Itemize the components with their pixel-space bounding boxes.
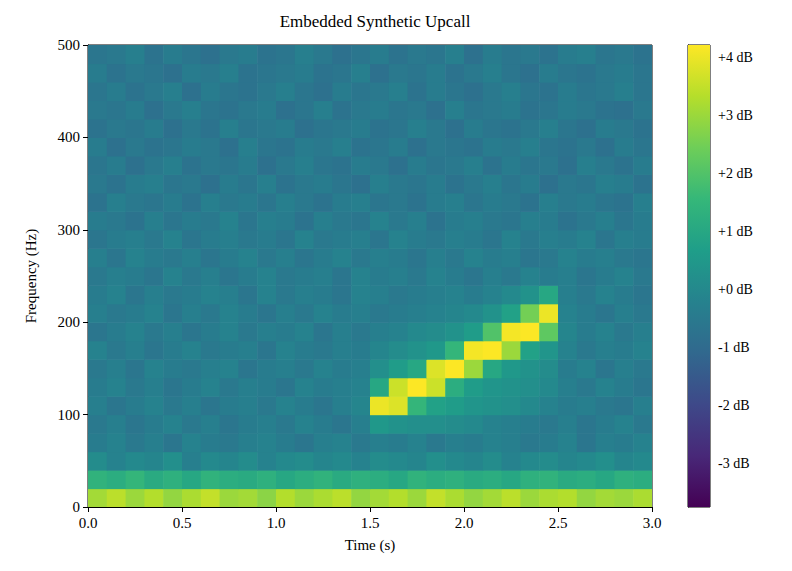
svg-text:+4 dB: +4 dB (718, 50, 753, 65)
svg-text:+3 dB: +3 dB (718, 108, 753, 123)
svg-text:+1 dB: +1 dB (718, 224, 753, 239)
svg-text:+2 dB: +2 dB (718, 166, 753, 181)
svg-text:-3 dB: -3 dB (718, 456, 750, 471)
svg-text:1.5: 1.5 (361, 515, 380, 531)
svg-text:Time (s): Time (s) (345, 537, 396, 554)
svg-text:100: 100 (58, 407, 81, 423)
svg-text:400: 400 (58, 129, 81, 145)
svg-text:500: 500 (58, 37, 81, 53)
svg-text:Embedded Synthetic Upcall: Embedded Synthetic Upcall (280, 12, 471, 31)
svg-text:Frequency (Hz): Frequency (Hz) (23, 229, 40, 324)
svg-text:1.0: 1.0 (267, 515, 286, 531)
svg-text:0.0: 0.0 (79, 515, 98, 531)
svg-text:3.0: 3.0 (643, 515, 662, 531)
svg-text:2.5: 2.5 (549, 515, 568, 531)
svg-text:300: 300 (58, 222, 81, 238)
svg-text:200: 200 (58, 314, 81, 330)
svg-text:-2 dB: -2 dB (718, 398, 750, 413)
svg-text:0: 0 (73, 499, 81, 515)
svg-text:2.0: 2.0 (455, 515, 474, 531)
svg-text:0.5: 0.5 (173, 515, 192, 531)
svg-text:-1 dB: -1 dB (718, 340, 750, 355)
svg-text:+0 dB: +0 dB (718, 282, 753, 297)
